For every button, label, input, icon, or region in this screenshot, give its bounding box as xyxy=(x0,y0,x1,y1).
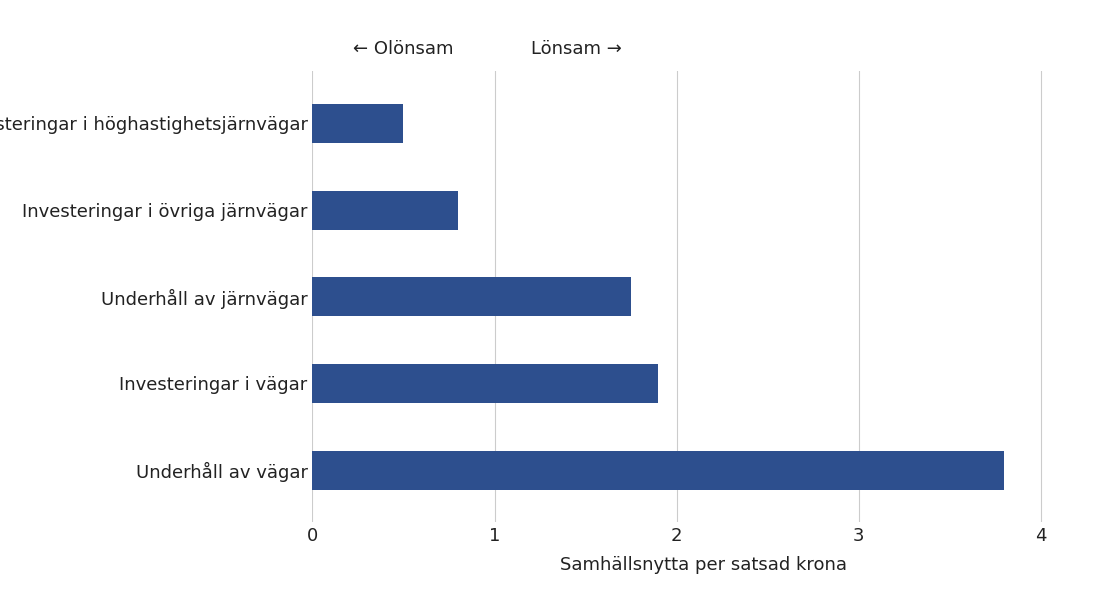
Bar xyxy=(312,450,1004,490)
Text: Lönsam →: Lönsam → xyxy=(531,39,622,58)
Bar xyxy=(312,104,404,143)
Bar xyxy=(312,277,631,317)
Text: ← Olönsam: ← Olönsam xyxy=(354,39,454,58)
Bar xyxy=(312,190,458,230)
Bar xyxy=(312,364,658,403)
X-axis label: Samhällsnytta per satsad krona: Samhällsnytta per satsad krona xyxy=(560,556,847,574)
